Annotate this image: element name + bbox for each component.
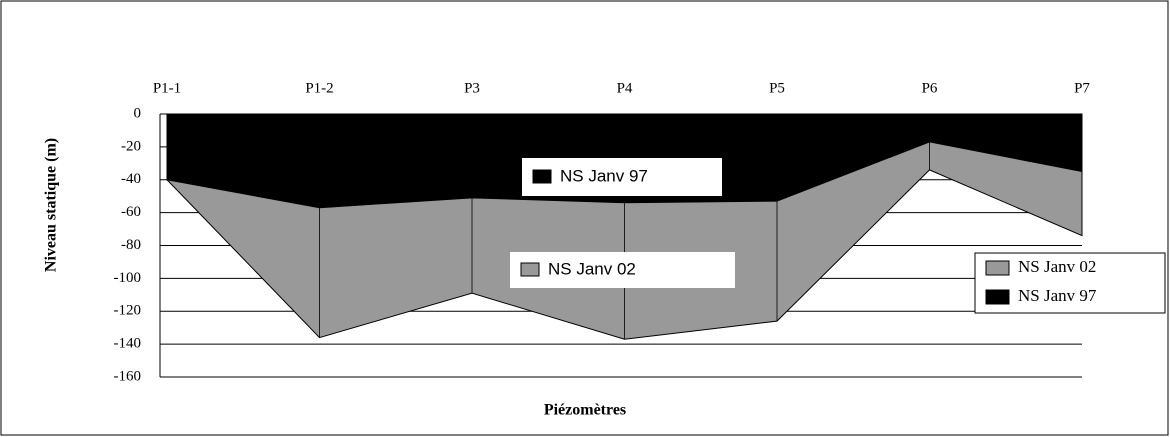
series-label-box	[522, 158, 722, 196]
series-label: NS Janv 02	[548, 259, 636, 278]
legend-swatch	[985, 289, 1010, 305]
x-tick-label: P7	[1074, 80, 1090, 96]
x-tick-label: P6	[922, 80, 938, 96]
series-label: NS Janv 97	[560, 166, 648, 185]
y-tick-label: -20	[121, 138, 141, 154]
x-tick-label: P5	[769, 80, 785, 96]
y-tick-label: -40	[121, 171, 141, 187]
series-label-swatch	[532, 169, 552, 184]
x-tick-label: P3	[464, 80, 480, 96]
y-tick-label: -80	[121, 237, 141, 253]
y-tick-label: -60	[121, 204, 141, 220]
y-tick-label: -140	[114, 336, 142, 352]
y-tick-label: -120	[114, 303, 142, 319]
y-tick-label: -100	[114, 270, 142, 286]
y-tick-label: -160	[114, 368, 142, 384]
y-axis-title: Niveau statique (m)	[43, 138, 60, 272]
x-tick-label: P1-1	[153, 80, 181, 96]
y-tick-label: 0	[134, 105, 142, 121]
legend-label: NS Janv 97	[1018, 286, 1097, 305]
legend-swatch	[985, 260, 1010, 276]
x-tick-label: P4	[617, 80, 633, 96]
series-label-box	[510, 252, 735, 288]
legend-label: NS Janv 02	[1018, 257, 1096, 276]
series-label-swatch	[520, 262, 540, 277]
x-tick-label: P1-2	[305, 80, 333, 96]
x-axis-title: Piézomètres	[544, 402, 626, 419]
